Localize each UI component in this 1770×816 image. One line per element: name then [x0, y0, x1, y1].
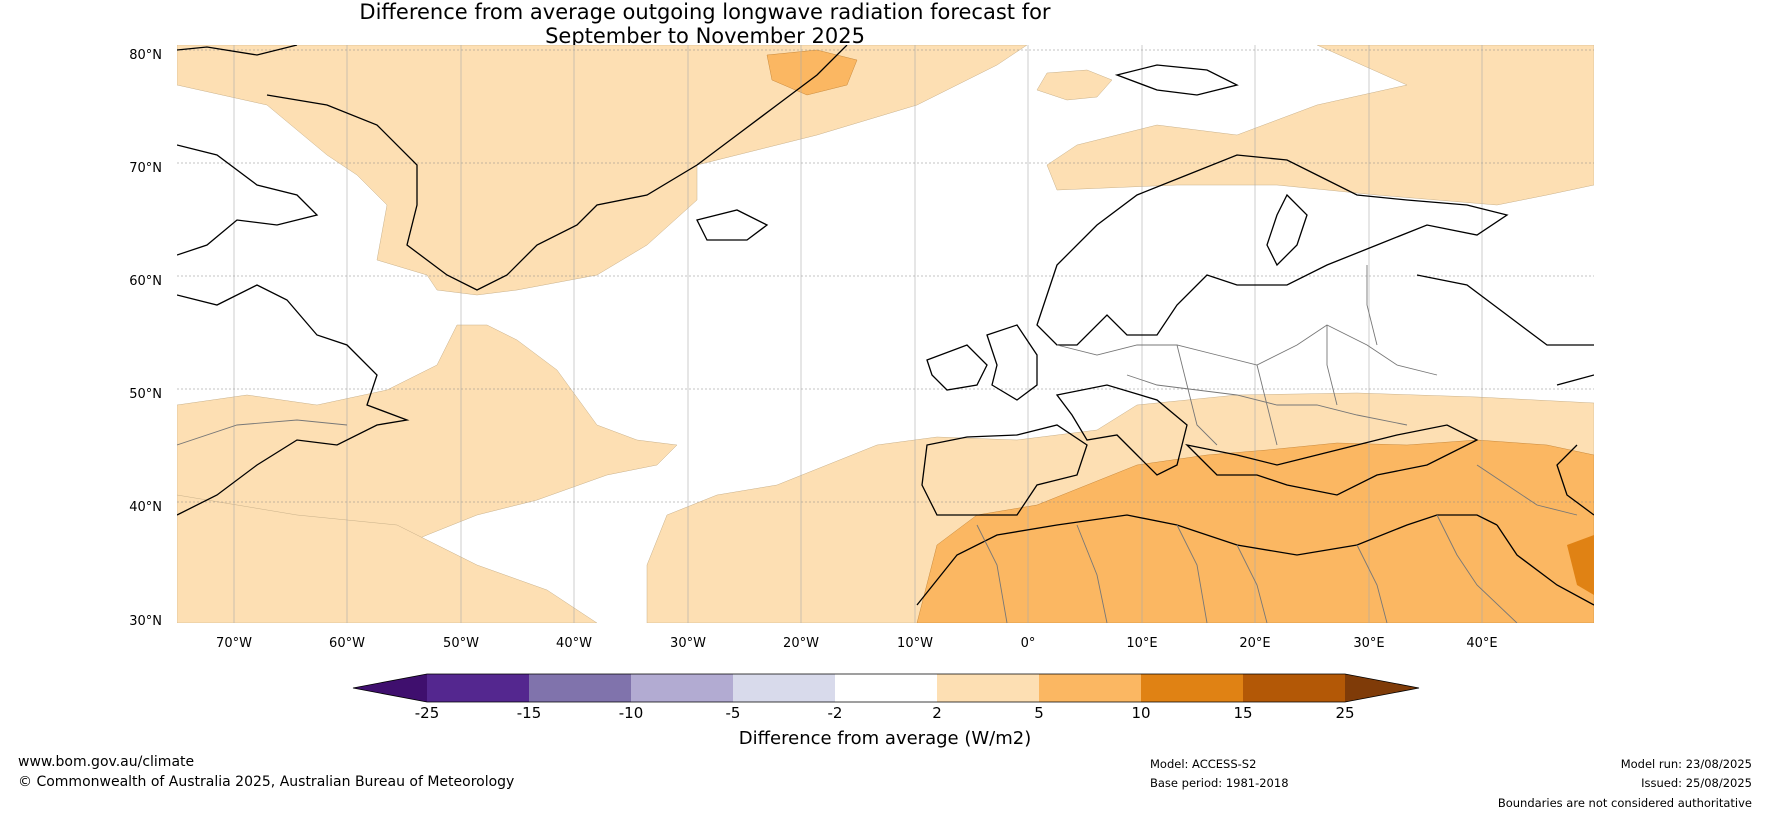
- lat-label-70n: 70°N: [129, 161, 162, 176]
- footer-model: Model: ACCESS-S2: [1150, 757, 1257, 771]
- footer-disclaimer: Boundaries are not considered authoritat…: [1497, 796, 1752, 810]
- lon-label-30w: 30°W: [670, 636, 706, 651]
- colorbar-label-1: -25: [414, 704, 440, 722]
- lon-label-40w: 40°W: [556, 636, 592, 651]
- anomaly-area-subtropics: [177, 494, 598, 623]
- colorbar-bin-3: [631, 674, 733, 702]
- colorbar-bin-6: [937, 674, 1039, 702]
- anomaly-area-north: [177, 45, 1028, 296]
- footer-copyright: © Commonwealth of Australia 2025, Austra…: [18, 774, 515, 790]
- footer-model-run: Model run: 23/08/2025: [1620, 757, 1752, 771]
- colorbar-label-4: -5: [725, 704, 741, 722]
- colorbar-label-3: -10: [618, 704, 644, 722]
- colorbar-label-8: 10: [1131, 704, 1151, 722]
- lat-label-40n: 40°N: [129, 500, 162, 515]
- lat-label-50n: 50°N: [129, 387, 162, 402]
- country-borders: [177, 265, 1578, 623]
- lat-label-60n: 60°N: [129, 274, 162, 289]
- footer-base-period: Base period: 1981-2018: [1150, 776, 1289, 790]
- colorbar-bin-1: [427, 674, 529, 702]
- anomaly-area-arctic-patch: [1036, 69, 1113, 101]
- title-line-1: Difference from average outgoing longwav…: [359, 0, 1051, 24]
- colorbar-bin-8: [1141, 674, 1243, 702]
- colorbar-label-6: 2: [932, 704, 942, 722]
- colorbar: [352, 673, 1420, 703]
- footer-issued: Issued: 25/08/2025: [1641, 776, 1752, 790]
- colorbar-label-5: -2: [827, 704, 843, 722]
- colorbar-label-10: 25: [1335, 704, 1355, 722]
- lon-label-50w: 50°W: [443, 636, 479, 651]
- lon-label-0: 0°: [1020, 636, 1036, 651]
- colorbar-title: Difference from average (W/m2): [738, 728, 1032, 749]
- lat-label-30n: 30°N: [129, 614, 162, 629]
- colorbar-bin-7: [1039, 674, 1141, 702]
- colorbar-bin-5: [835, 674, 937, 702]
- lon-label-40e: 40°E: [1466, 636, 1498, 651]
- title-line-2: September to November 2025: [545, 24, 865, 48]
- footer-url: www.bom.gov.au/climate: [18, 754, 195, 770]
- anomaly-area-middle-east: [1567, 535, 1594, 595]
- anomaly-area-arctic-east: [1046, 45, 1594, 206]
- lon-label-30e: 30°E: [1353, 636, 1385, 651]
- colorbar-min-extend: [353, 674, 427, 702]
- colorbar-max-extend: [1345, 674, 1419, 702]
- colorbar-bin-4: [733, 674, 835, 702]
- anomaly-area-mediterranean: [916, 439, 1594, 623]
- colorbar-label-7: 5: [1034, 704, 1044, 722]
- lat-label-80n: 80°N: [129, 48, 162, 63]
- lon-label-20w: 20°W: [783, 636, 819, 651]
- colorbar-label-9: 15: [1233, 704, 1253, 722]
- colorbar-bin-9: [1243, 674, 1345, 702]
- lon-label-10w: 10°W: [897, 636, 933, 651]
- graticule: [177, 49, 1594, 503]
- lon-label-20e: 20°E: [1239, 636, 1271, 651]
- lon-label-60w: 60°W: [329, 636, 365, 651]
- lon-label-10e: 10°E: [1126, 636, 1158, 651]
- meridians: [233, 45, 1483, 623]
- colorbar-bin-2: [529, 674, 631, 702]
- colorbar-label-2: -15: [516, 704, 542, 722]
- chart-title: Difference from average outgoing longwav…: [0, 0, 1410, 48]
- forecast-map: [177, 45, 1594, 623]
- lon-label-70w: 70°W: [216, 636, 252, 651]
